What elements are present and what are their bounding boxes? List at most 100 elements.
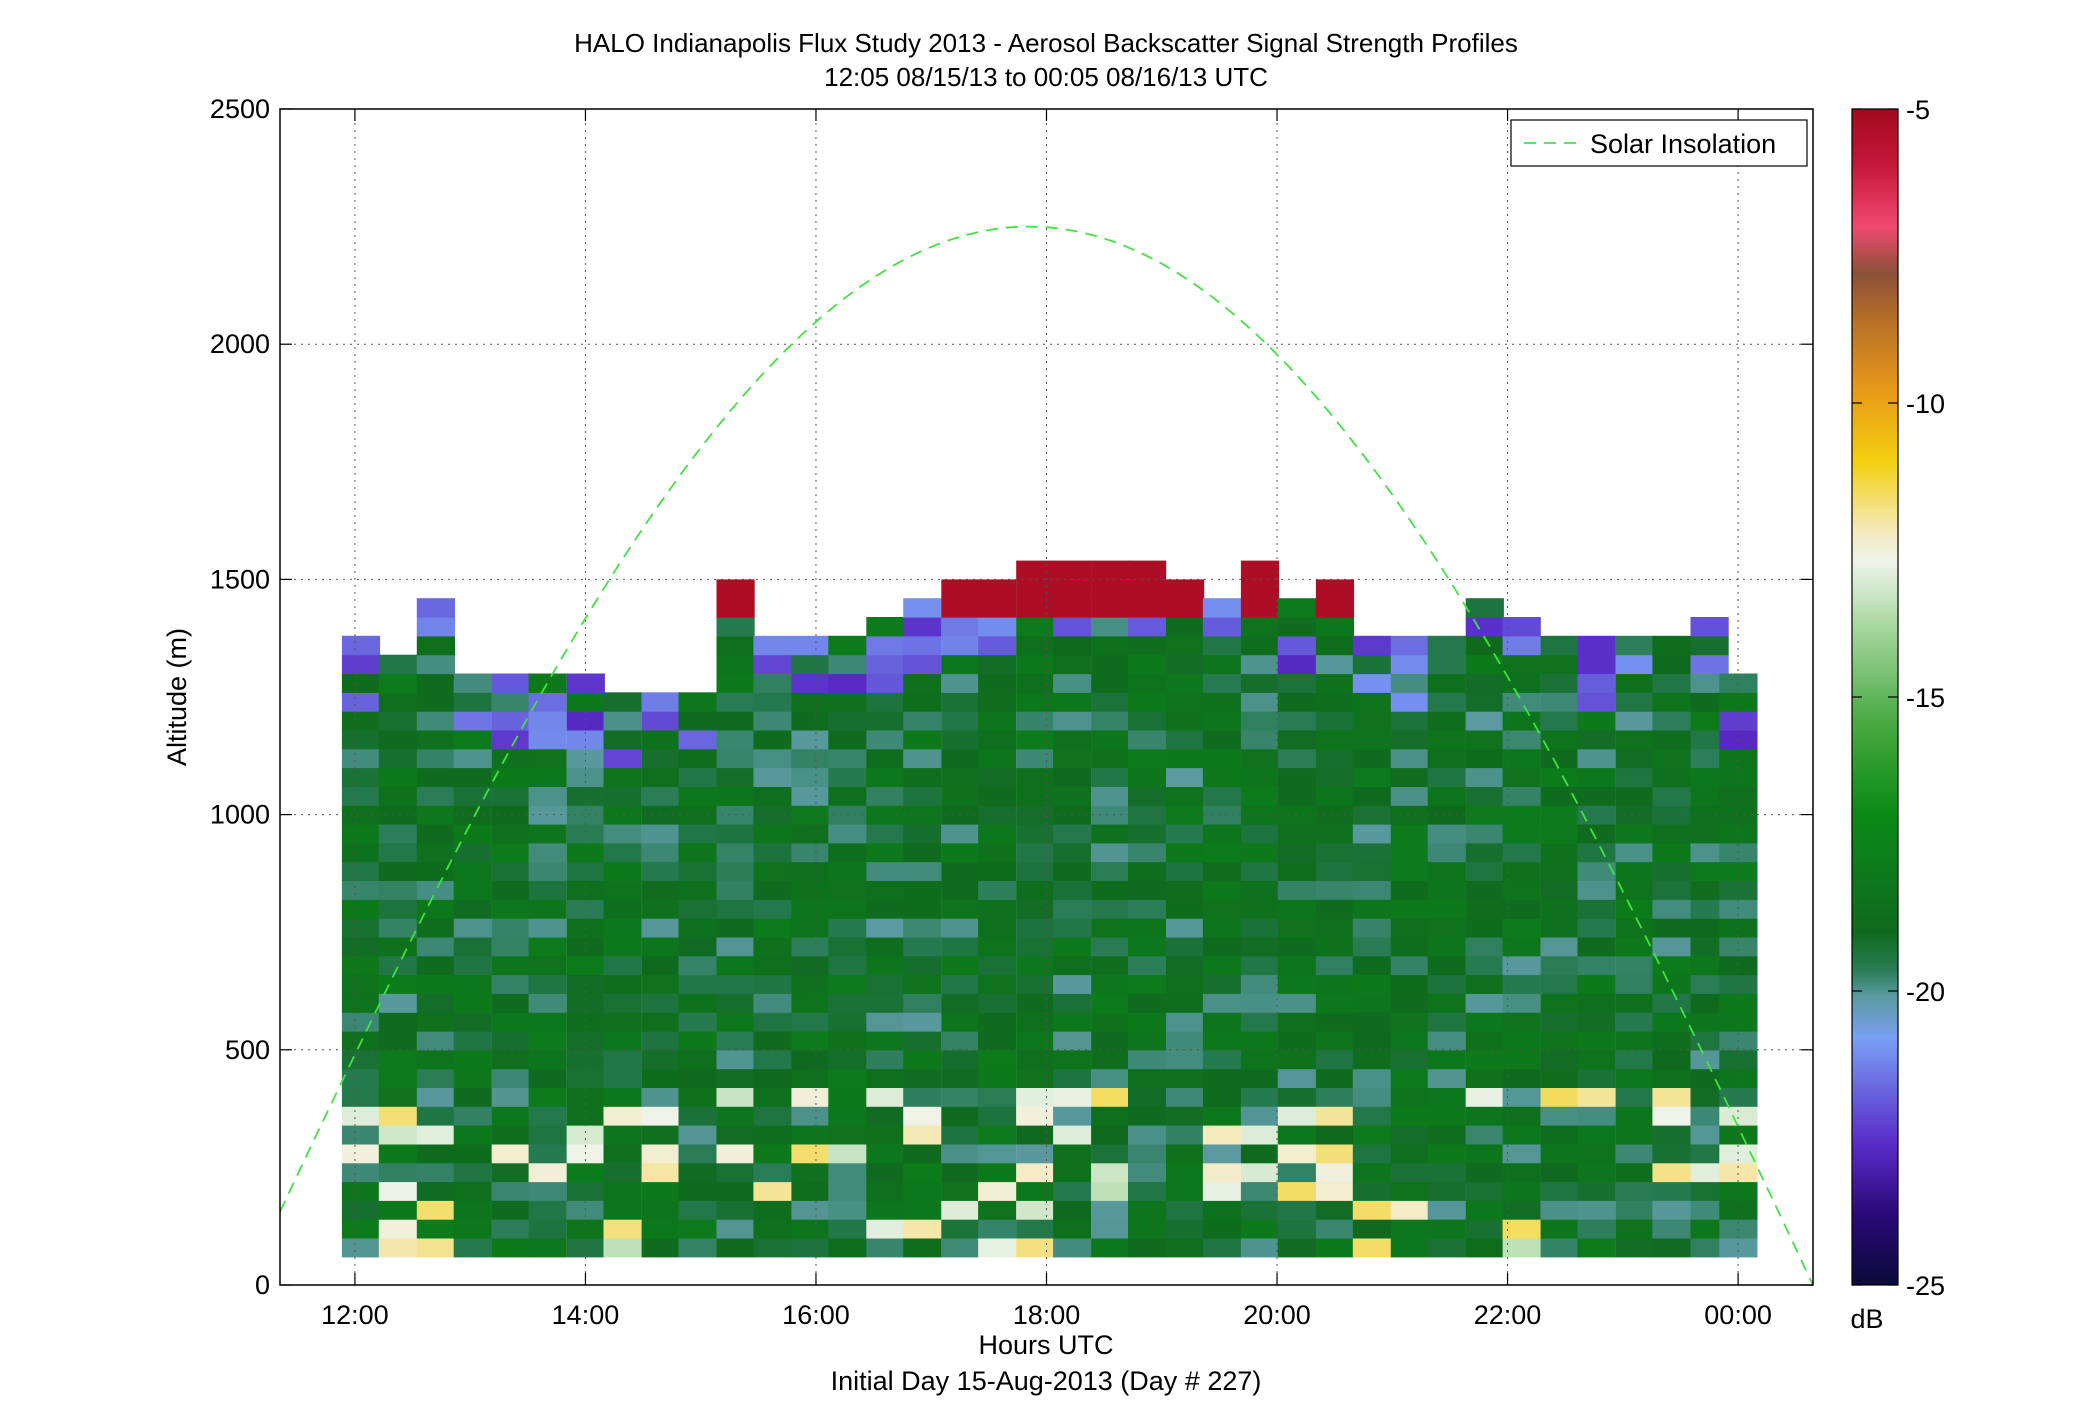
heatmap-cell <box>1502 748 1541 769</box>
heatmap-cell <box>1690 1238 1729 1258</box>
heatmap-cell <box>1053 824 1092 844</box>
heatmap-cell <box>1053 899 1092 919</box>
heatmap-cell <box>341 805 381 825</box>
heatmap-cell <box>491 1049 530 1070</box>
heatmap-cell <box>1577 1219 1616 1239</box>
heatmap-cell <box>1502 880 1541 900</box>
heatmap-cell <box>378 1012 417 1032</box>
heatmap-cell <box>1128 560 1167 580</box>
heatmap-cell <box>1166 1087 1205 1107</box>
heatmap-cell <box>866 955 905 976</box>
heatmap-cell <box>1016 824 1055 844</box>
heatmap-cell <box>791 1219 830 1239</box>
heatmap-cell <box>791 1031 830 1051</box>
heatmap-cell <box>866 993 905 1013</box>
heatmap-cell <box>341 1200 381 1220</box>
heatmap-cell <box>753 673 792 693</box>
heatmap-cell <box>1016 936 1055 957</box>
heatmap-cell <box>1615 993 1654 1013</box>
heatmap-cell <box>1240 1068 1280 1088</box>
heatmap-cell <box>566 1049 605 1070</box>
heatmap-cell <box>1577 1049 1616 1070</box>
heatmap-cell <box>1615 1106 1654 1126</box>
heatmap-cell <box>791 1143 830 1164</box>
heatmap-cell <box>1053 955 1092 976</box>
heatmap-cell <box>903 842 942 863</box>
heatmap-cell <box>1053 767 1092 787</box>
heatmap-cell <box>791 1106 830 1126</box>
colorbar: -5 -10 -15 -20 -25 dB <box>1850 95 1945 1334</box>
heatmap-cell <box>978 899 1017 919</box>
heatmap-cell <box>491 1106 530 1126</box>
heatmap-cell <box>1465 617 1504 637</box>
heatmap-cell <box>1315 936 1355 957</box>
heatmap-cell <box>453 993 492 1013</box>
heatmap-cell <box>1690 842 1729 863</box>
heatmap-cell <box>378 1068 417 1088</box>
heatmap-cell <box>1502 993 1541 1013</box>
heatmap-cell <box>566 692 605 712</box>
heatmap-cell <box>341 1012 381 1032</box>
heatmap-cell <box>903 1087 942 1107</box>
heatmap-cell <box>1615 767 1654 787</box>
heatmap-cell <box>1315 711 1355 731</box>
heatmap-cell <box>566 805 605 825</box>
heatmap-cell <box>603 1238 642 1258</box>
heatmap-cell <box>1016 560 1055 580</box>
heatmap-cell <box>791 1012 830 1032</box>
colorbar-tick-label: -5 <box>1906 95 1930 125</box>
heatmap-cell <box>416 654 455 675</box>
heatmap-cell <box>866 786 905 806</box>
heatmap-cell <box>1277 1012 1316 1032</box>
heatmap-cell <box>641 1181 680 1201</box>
heatmap-cell <box>1427 1162 1466 1183</box>
heatmap-cell <box>1128 974 1167 994</box>
heatmap-cell <box>603 936 642 957</box>
heatmap-cell <box>1352 936 1391 957</box>
heatmap-cell <box>491 729 530 750</box>
heatmap-cell <box>1615 1200 1654 1220</box>
heatmap-cell <box>1352 861 1391 881</box>
heatmap-cell <box>1540 711 1579 731</box>
heatmap-cell <box>1652 1106 1691 1126</box>
heatmap-cell <box>1166 880 1205 900</box>
heatmap-cell <box>416 1200 455 1220</box>
heatmap-cell <box>941 880 980 900</box>
heatmap-cell <box>603 729 642 750</box>
heatmap-cell <box>416 993 455 1013</box>
heatmap-cell <box>1690 974 1729 994</box>
heatmap-cell <box>903 1143 942 1164</box>
heatmap-cell <box>1053 936 1092 957</box>
heatmap-cell <box>1352 1087 1391 1107</box>
heatmap-cell <box>1166 824 1205 844</box>
heatmap-cell <box>1202 1162 1242 1183</box>
heatmap-cell <box>1540 1012 1579 1032</box>
heatmap-cell <box>753 692 792 712</box>
heatmap-cell <box>903 993 942 1013</box>
heatmap-cell <box>1352 767 1391 787</box>
heatmap-cell <box>1016 1049 1055 1070</box>
heatmap-cell <box>1690 1012 1729 1032</box>
heatmap-cell <box>1540 805 1579 825</box>
heatmap-cell <box>1540 1068 1579 1088</box>
heatmap-cell <box>903 673 942 693</box>
heatmap-cell <box>1577 654 1616 675</box>
heatmap-cell <box>641 805 680 825</box>
heatmap-cell <box>1315 1125 1355 1145</box>
heatmap-cell <box>978 692 1017 712</box>
heatmap-cell <box>1240 673 1280 693</box>
heatmap-cell <box>1540 786 1579 806</box>
heatmap-cell <box>566 824 605 844</box>
heatmap-cell <box>753 1068 792 1088</box>
heatmap-cell <box>828 748 867 769</box>
heatmap-cell <box>1540 1238 1579 1258</box>
heatmap-cell <box>678 974 717 994</box>
heatmap-cell <box>416 1106 455 1126</box>
heatmap-cell <box>378 1238 417 1258</box>
heatmap-cell <box>1315 692 1355 712</box>
heatmap-cell <box>716 1031 755 1051</box>
heatmap-cell <box>1652 1181 1691 1201</box>
heatmap-cell <box>1128 692 1167 712</box>
heatmap-cell <box>753 1162 792 1183</box>
heatmap-cell <box>1577 993 1616 1013</box>
